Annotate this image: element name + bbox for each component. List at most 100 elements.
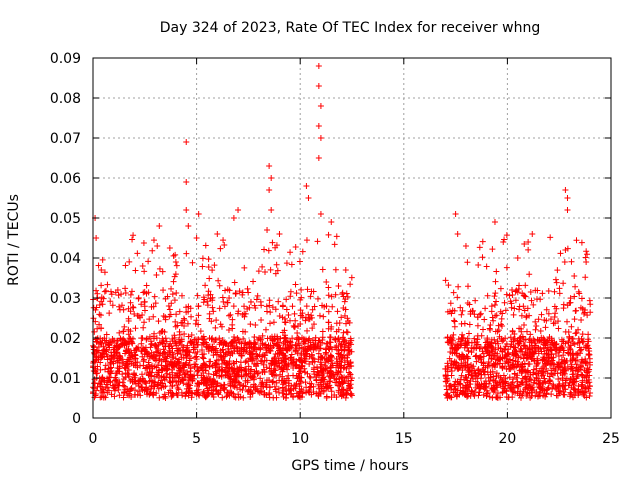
data-point [117,353,124,360]
data-point [158,328,165,335]
data-point [174,384,181,391]
data-point [238,352,245,359]
data-point [575,382,582,389]
data-point [129,353,136,360]
data-point [528,297,535,304]
data-point [208,347,215,354]
data-point [159,340,166,347]
data-point [560,352,567,359]
data-point [159,268,166,275]
data-point [272,270,279,277]
data-point [499,388,506,395]
data-point [554,267,561,274]
data-point [540,372,547,379]
data-point [114,378,121,385]
data-point [210,308,217,315]
data-point [539,290,546,297]
data-point [172,323,179,330]
data-point [323,365,330,372]
data-point [491,386,498,393]
data-point [140,324,147,331]
data-point [142,386,149,393]
data-point [471,344,478,351]
data-point [121,323,128,330]
data-point [106,344,113,351]
data-point [202,282,209,289]
data-point [443,378,450,385]
data-point [500,372,507,379]
data-point [142,344,149,351]
data-point [251,333,258,340]
data-point [465,355,472,362]
data-point [135,295,142,302]
data-point [553,279,560,286]
data-point [194,348,201,355]
data-point [545,288,552,295]
data-point [218,354,225,361]
data-point [246,345,253,352]
data-point [160,287,167,294]
data-point [230,368,237,375]
data-point [333,342,340,349]
data-point [578,356,585,363]
data-point [543,306,550,313]
data-point [507,384,514,391]
data-point [550,360,557,367]
data-point [306,380,313,387]
data-point [281,315,288,322]
data-point [519,379,526,386]
data-point [267,342,274,349]
data-point [525,246,532,253]
data-point [306,373,313,380]
data-point [184,320,191,327]
data-point [514,358,521,365]
data-point [315,123,322,129]
data-point [482,305,489,312]
data-point [503,358,510,365]
data-point [226,312,233,319]
data-point [293,290,300,297]
data-point [486,378,493,385]
data-point [139,335,146,342]
data-point [510,343,517,350]
data-point [204,377,211,384]
data-point [287,317,294,324]
data-point [343,390,350,397]
data-point [325,357,332,364]
data-point [242,310,249,317]
data-point [326,378,333,385]
data-point [535,344,542,351]
data-point [172,318,179,325]
data-point [200,376,207,383]
data-point [262,352,269,359]
data-point [465,283,472,290]
data-point [304,327,311,334]
data-point [127,291,134,298]
data-point [536,367,543,374]
data-point [264,227,271,233]
data-point [222,287,229,294]
data-point [333,328,340,335]
data-point [578,239,585,246]
data-point [193,235,200,241]
data-point [202,367,209,374]
data-point [572,283,579,290]
data-point [285,363,292,370]
data-point [546,373,553,380]
data-point [263,308,270,315]
data-point [266,383,273,390]
data-point [179,377,186,384]
data-point [318,354,325,361]
data-point [303,303,310,310]
data-point [507,356,514,363]
data-point [185,308,192,315]
data-point [547,234,554,241]
data-point [303,183,310,189]
data-point [218,373,225,380]
data-point [505,394,512,401]
data-point [130,361,137,368]
data-point [256,389,263,396]
data-point [577,350,584,357]
data-point [554,392,561,399]
data-point [201,389,208,396]
